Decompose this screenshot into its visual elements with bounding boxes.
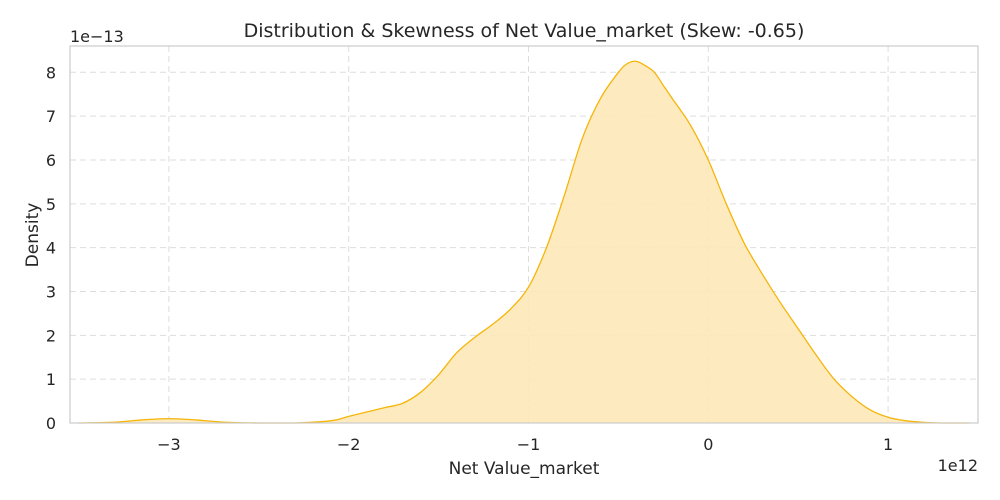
density-line <box>78 60 970 424</box>
y-axis-ticks: 0 1 2 3 4 5 6 7 8 <box>46 63 56 433</box>
y-tick-label: 5 <box>46 195 56 214</box>
x-axis-title: Net Value_market <box>449 459 600 479</box>
y-tick-label: 7 <box>46 107 56 126</box>
y-tick-label: 6 <box>46 151 56 170</box>
x-tick-label: −1 <box>517 435 541 454</box>
x-axis-ticks: −3 −2 −1 0 1 <box>157 435 893 454</box>
x-tick-label: 0 <box>703 435 713 454</box>
plot-area <box>78 60 970 424</box>
y-tick-label: 2 <box>46 326 56 345</box>
plot-frame <box>69 45 979 424</box>
y-tick-label: 0 <box>46 414 56 433</box>
chart-title: Distribution & Skewness of Net Value_mar… <box>244 20 805 42</box>
x-tick-label: −2 <box>337 435 361 454</box>
y-axis-offset-label: 1e−13 <box>70 27 124 46</box>
x-tick-label: −3 <box>157 435 181 454</box>
y-tick-label: 8 <box>46 63 56 82</box>
y-tick-label: 1 <box>46 370 56 389</box>
y-axis-title: Density <box>23 203 43 268</box>
x-axis-offset-label: 1e12 <box>938 456 978 475</box>
y-tick-label: 3 <box>46 282 56 301</box>
density-area <box>78 61 970 423</box>
x-tick-label: 1 <box>883 435 893 454</box>
y-tick-label: 4 <box>46 239 56 258</box>
